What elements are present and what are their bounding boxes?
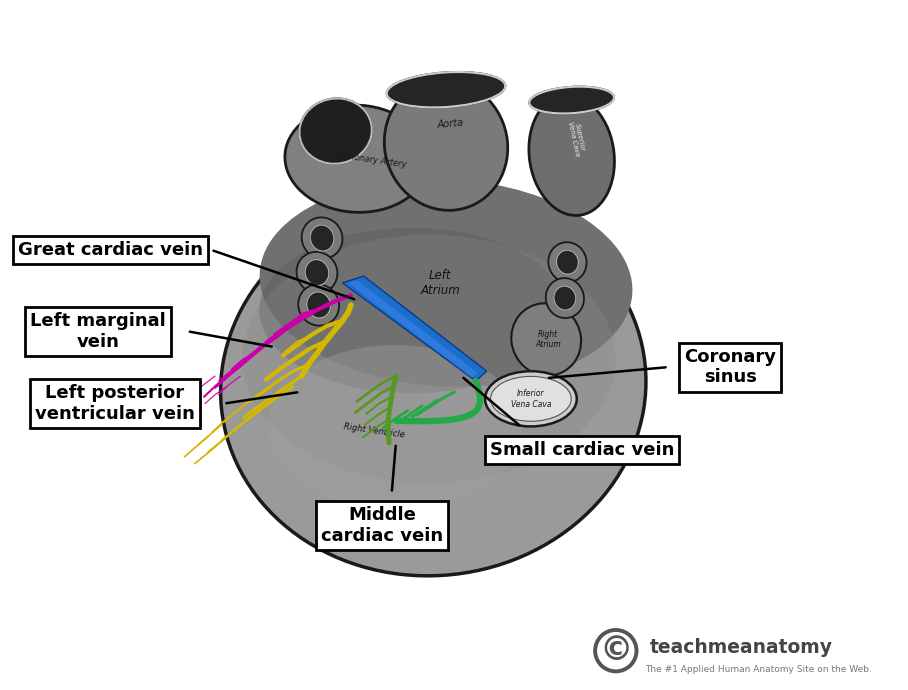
Ellipse shape	[307, 292, 331, 318]
Ellipse shape	[384, 79, 508, 210]
Ellipse shape	[297, 252, 338, 293]
Polygon shape	[349, 280, 479, 377]
Ellipse shape	[311, 225, 334, 251]
Text: ©: ©	[599, 634, 633, 667]
Ellipse shape	[387, 72, 505, 108]
Ellipse shape	[300, 99, 372, 164]
Text: Middle
cardiac vein: Middle cardiac vein	[321, 506, 443, 545]
Polygon shape	[342, 276, 487, 381]
Text: Coronary
sinus: Coronary sinus	[685, 348, 776, 386]
Ellipse shape	[485, 371, 577, 426]
Ellipse shape	[548, 242, 587, 282]
Ellipse shape	[260, 179, 632, 387]
Text: Pulmonary Artery: Pulmonary Artery	[332, 150, 407, 170]
Text: Superior
Vena Cava: Superior Vena Cava	[567, 119, 587, 157]
Text: Right Ventricle: Right Ventricle	[342, 422, 405, 440]
Text: Right
Atrium: Right Atrium	[535, 330, 561, 349]
Ellipse shape	[528, 95, 615, 215]
Ellipse shape	[268, 345, 522, 511]
Text: Left marginal
vein: Left marginal vein	[30, 312, 166, 351]
Text: Left posterior
ventricular vein: Left posterior ventricular vein	[35, 384, 195, 423]
Ellipse shape	[554, 286, 576, 310]
Ellipse shape	[301, 217, 342, 259]
Ellipse shape	[511, 304, 581, 375]
Ellipse shape	[242, 235, 616, 483]
Text: Great cardiac vein: Great cardiac vein	[18, 241, 203, 259]
Text: Left
Atrium: Left Atrium	[420, 269, 460, 297]
Text: Small cardiac vein: Small cardiac vein	[489, 441, 674, 459]
Ellipse shape	[272, 182, 628, 377]
Ellipse shape	[557, 250, 578, 274]
Ellipse shape	[260, 228, 565, 393]
Ellipse shape	[490, 377, 571, 421]
Ellipse shape	[285, 105, 429, 213]
Ellipse shape	[221, 197, 646, 576]
Text: Inferior
Vena Cava: Inferior Vena Cava	[510, 389, 551, 408]
Text: The #1 Applied Human Anatomy Site on the Web.: The #1 Applied Human Anatomy Site on the…	[646, 664, 873, 674]
Text: teachmeanatomy: teachmeanatomy	[650, 638, 833, 657]
Ellipse shape	[305, 259, 329, 286]
Text: Aorta: Aorta	[437, 118, 464, 130]
Ellipse shape	[298, 284, 339, 326]
Ellipse shape	[529, 87, 614, 113]
Ellipse shape	[546, 278, 584, 318]
